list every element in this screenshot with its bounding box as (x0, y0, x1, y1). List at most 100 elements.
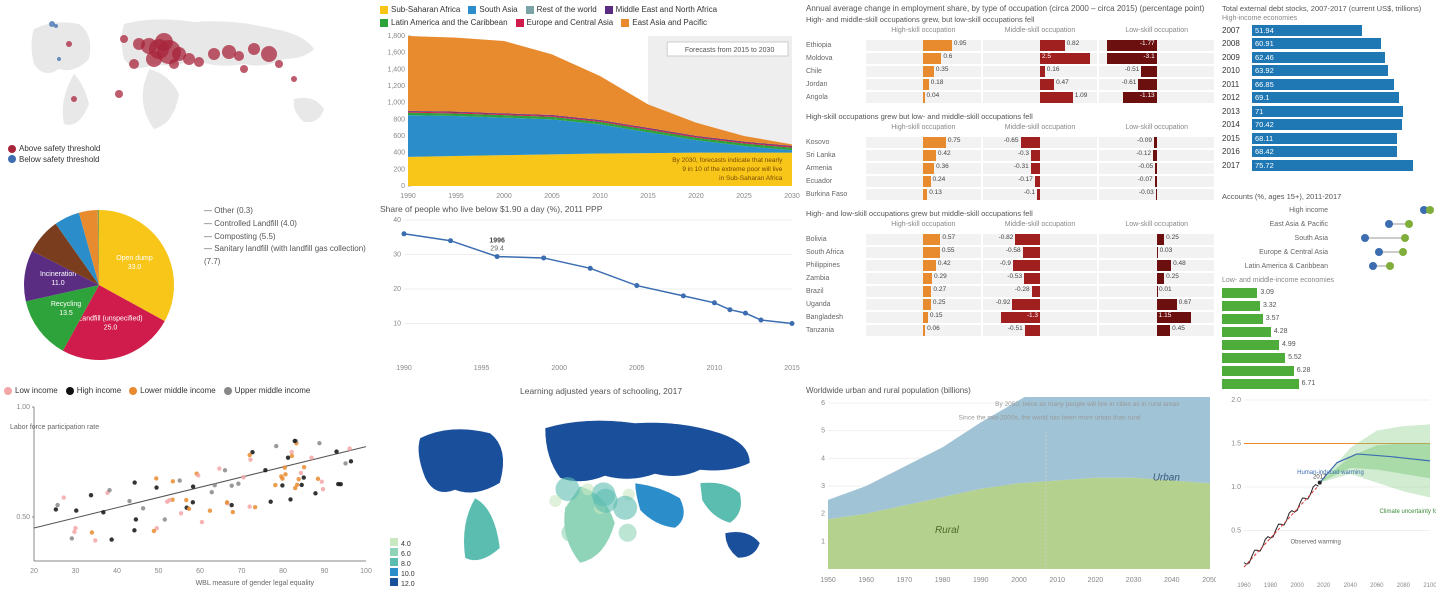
bubble-map-svg (4, 4, 374, 144)
svg-text:2010: 2010 (1049, 577, 1065, 584)
svg-text:2100: 2100 (1423, 583, 1436, 589)
svg-text:By 2030, forecasts indicate th: By 2030, forecasts indicate that nearly (672, 157, 783, 164)
svg-text:1960: 1960 (1237, 583, 1251, 589)
svg-text:Recycling: Recycling (51, 301, 81, 308)
svg-text:2020: 2020 (1317, 583, 1331, 589)
debt-row: 201269.1 (1222, 92, 1436, 105)
svg-text:Landfill (unspecified): Landfill (unspecified) (78, 316, 142, 323)
debt-row: 201775.72 (1222, 159, 1436, 172)
area-legend-item: South Asia (468, 4, 517, 15)
svg-text:Rural: Rural (935, 525, 960, 536)
acct-row: Europe & Central Asia (1222, 245, 1436, 259)
debt-row: 200860.91 (1222, 38, 1436, 51)
svg-text:1990: 1990 (973, 577, 989, 584)
occ-title: Annual average change in employment shar… (806, 4, 1216, 13)
svg-text:2040: 2040 (1344, 583, 1358, 589)
svg-text:0.50: 0.50 (16, 514, 30, 521)
area-legend-item: Sub-Saharan Africa (380, 4, 460, 15)
svg-text:WBL measure of gender legal eq: WBL measure of gender legal equality (196, 580, 315, 587)
svg-text:2040: 2040 (1164, 577, 1180, 584)
occ-row: Angola0.041.09-1.13 (806, 91, 1216, 104)
occ-row: South Africa0.55-0.580.03 (806, 246, 1216, 259)
svg-text:1970: 1970 (897, 577, 913, 584)
green-bar-row: 6.71 (1222, 377, 1436, 390)
svg-text:0: 0 (401, 183, 405, 190)
svg-text:Labor force participation rate: Labor force participation rate (10, 424, 99, 431)
acct-row: East Asia & Pacific (1222, 217, 1436, 231)
line-title: Share of people who live below $1.90 a d… (380, 204, 800, 214)
svg-text:2020: 2020 (688, 193, 704, 200)
svg-text:1,600: 1,600 (387, 50, 405, 57)
svg-text:2000: 2000 (551, 365, 567, 372)
occ-row: Bangladesh0.15-1.31.15 (806, 311, 1216, 324)
area-legend-item: Europe and Central Asia (516, 17, 614, 28)
svg-text:1.00: 1.00 (16, 404, 30, 411)
svg-text:1,000: 1,000 (387, 100, 405, 107)
svg-text:29.4: 29.4 (490, 246, 504, 253)
svg-text:30: 30 (393, 252, 401, 259)
occ-row: Burkina Faso0.13-0.1-0.03 (806, 188, 1216, 201)
acct-title: Accounts (%, ages 15+), 2011-2017 (1222, 192, 1436, 201)
svg-text:1990: 1990 (400, 193, 416, 200)
acct-row: High income (1222, 203, 1436, 217)
choropleth-schooling: Learning adjusted years of schooling, 20… (380, 386, 800, 596)
svg-text:1,400: 1,400 (387, 67, 405, 74)
debt-row: 200962.46 (1222, 51, 1436, 64)
area-legend-item: Middle East and North Africa (605, 4, 717, 15)
occ-row: Tanzania0.06-0.510.45 (806, 324, 1216, 337)
svg-text:Urban: Urban (1153, 472, 1181, 483)
choro-legend: 4.0 (390, 538, 415, 548)
green-bar-row: 4.99 (1222, 338, 1436, 351)
svg-text:Open dump: Open dump (116, 255, 153, 262)
svg-text:2017: 2017 (1313, 475, 1327, 481)
occ-row: Ecuador0.24-0.17-0.07 (806, 175, 1216, 188)
svg-text:800: 800 (393, 117, 405, 124)
choro-title: Learning adjusted years of schooling, 20… (520, 386, 800, 396)
scatter-legend: Low income (4, 386, 58, 395)
svg-text:1995: 1995 (474, 365, 490, 372)
svg-text:2025: 2025 (736, 193, 752, 200)
occ-row: Ethiopia0.950.82-1.77 (806, 39, 1216, 52)
svg-text:2.0: 2.0 (1231, 397, 1241, 404)
acct-sub: Low- and middle-income economies (1222, 277, 1436, 284)
choro-svg (380, 398, 800, 578)
debt-row: 200751.94 (1222, 24, 1436, 37)
occ-row: Kosovo0.75-0.65-0.09 (806, 136, 1216, 149)
svg-text:50: 50 (155, 568, 163, 575)
svg-text:2050: 2050 (1202, 577, 1216, 584)
svg-text:2005: 2005 (629, 365, 645, 372)
svg-text:40: 40 (393, 217, 401, 224)
svg-text:2020: 2020 (1088, 577, 1104, 584)
svg-text:200: 200 (393, 167, 405, 174)
choro-legend: 10.0 (390, 568, 415, 578)
svg-text:2010: 2010 (707, 365, 723, 372)
debt-row: 201668.42 (1222, 146, 1436, 159)
urban-rural: Worldwide urban and rural population (bi… (806, 386, 1216, 596)
svg-text:2060: 2060 (1370, 583, 1384, 589)
svg-text:1,800: 1,800 (387, 33, 405, 40)
svg-text:11.0: 11.0 (52, 280, 65, 287)
area-svg: 0 200 400 600 800 1,000 1,200 1,400 1,600 1,800 19… (380, 32, 800, 202)
svg-text:2000: 2000 (1011, 577, 1027, 584)
occ-row: Chile0.350.16-0.51 (806, 65, 1216, 78)
svg-text:30: 30 (72, 568, 80, 575)
svg-text:Forecasts from 2015 to 2030: Forecasts from 2015 to 2030 (685, 47, 775, 54)
urban-svg: 1234561950196019701980199020002010202020… (806, 397, 1216, 587)
svg-text:600: 600 (393, 133, 405, 140)
svg-text:4: 4 (821, 455, 825, 462)
pie-side-label: — Sanitary landfill (with landfill gas c… (204, 243, 374, 269)
svg-text:2080: 2080 (1397, 583, 1411, 589)
svg-text:400: 400 (393, 150, 405, 157)
occ-row: Bolivia0.57-0.820.25 (806, 233, 1216, 246)
svg-text:1,200: 1,200 (387, 83, 405, 90)
svg-text:2000: 2000 (1290, 583, 1304, 589)
scatter-legend: Lower middle income (129, 386, 216, 395)
choro-legend: 8.0 (390, 558, 415, 568)
legend-below: Below safety threshold (8, 155, 100, 164)
svg-text:70: 70 (238, 568, 246, 575)
debt-title: Total external debt stocks, 2007-2017 (c… (1222, 4, 1436, 13)
scatter-svg: Labor force participation rate0.501.0020… (4, 399, 374, 589)
warming-fan: 0.51.01.52.01960198020002020204020602080… (1222, 392, 1436, 596)
svg-text:1: 1 (821, 538, 825, 545)
svg-text:Since the mid-2000s, the world: Since the mid-2000s, the world has been … (959, 415, 1142, 422)
